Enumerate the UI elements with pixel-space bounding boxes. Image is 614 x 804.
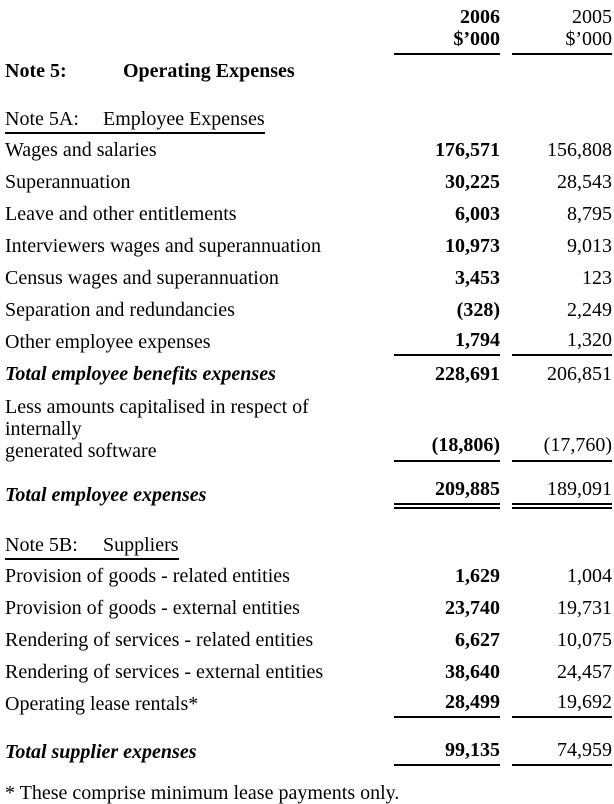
table-row-wages: Wages and salaries 176,571 156,808	[5, 132, 612, 164]
value-2006: 23,740	[445, 597, 500, 619]
value-2006: 38,640	[445, 661, 500, 683]
value-2005: (17,760)	[512, 396, 612, 462]
year-2005-header: 2005	[572, 6, 612, 28]
row-label: Provision of goods - related entities	[5, 565, 290, 587]
value-2005: 2,249	[567, 299, 612, 321]
table-row-goods-external: Provision of goods - external entities 2…	[5, 590, 612, 622]
note5a-heading: Note 5A: Employee Expenses	[5, 108, 612, 134]
value-2006: 6,627	[455, 629, 500, 651]
note5b-underlined-text: Note 5B: Suppliers	[5, 534, 179, 560]
value-2005: 19,692	[512, 686, 612, 718]
value-2005: 24,457	[557, 661, 612, 683]
total-supplier-expenses-row: Total supplier expenses 99,135 74,959	[5, 736, 612, 766]
value-2005: 9,013	[567, 235, 612, 257]
value-2006: 6,003	[455, 203, 500, 225]
column-year-header-row: 2006 2005	[5, 6, 612, 28]
total-label: Total employee expenses	[5, 484, 207, 506]
unit-2006-header: $’000	[394, 28, 500, 55]
row-label: Less amounts capitalised in respect of i…	[5, 396, 382, 462]
value-2006: (328)	[456, 299, 500, 321]
table-row-operating-lease: Operating lease rentals* 28,499 19,692	[5, 686, 612, 718]
row-label-line1: Less amounts capitalised in respect of i…	[5, 396, 309, 440]
value-2005: 1,320	[512, 324, 612, 356]
table-row-goods-related: Provision of goods - related entities 1,…	[5, 558, 612, 590]
value-2005: 1,004	[567, 565, 612, 587]
value-2005: 156,808	[547, 139, 612, 161]
value-2006: 228,691	[435, 363, 500, 385]
note5-label: Note 5:	[5, 60, 67, 82]
value-2006: 1,629	[455, 565, 500, 587]
table-row-other-employee: Other employee expenses 1,794 1,320	[5, 324, 612, 356]
value-2006: 1,794	[394, 324, 500, 356]
value-2006: (18,806)	[394, 396, 500, 462]
table-row-services-related: Rendering of services - related entities…	[5, 622, 612, 654]
row-label: Leave and other entitlements	[5, 203, 237, 225]
row-label: Wages and salaries	[5, 139, 157, 161]
value-2006: 176,571	[435, 139, 500, 161]
value-2006: 3,453	[455, 267, 500, 289]
note5a-label: Note 5A:	[5, 108, 79, 130]
row-label: Operating lease rentals*	[5, 693, 199, 715]
table-row-census: Census wages and superannuation 3,453 12…	[5, 260, 612, 292]
note5a-title: Employee Expenses	[103, 108, 265, 130]
value-2005: 19,731	[557, 597, 612, 619]
table-row-interviewers: Interviewers wages and superannuation 10…	[5, 228, 612, 260]
row-label: Provision of goods - external entities	[5, 597, 300, 619]
note5a-underlined-text: Note 5A: Employee Expenses	[5, 108, 265, 134]
table-row-services-external: Rendering of services - external entitie…	[5, 654, 612, 686]
value-2005: 189,091	[512, 478, 612, 509]
row-label-line2: generated software	[5, 440, 157, 462]
row-label: Interviewers wages and superannuation	[5, 235, 321, 257]
value-2005: 28,543	[557, 171, 612, 193]
value-2005: 8,795	[567, 203, 612, 225]
value-2006: 30,225	[445, 171, 500, 193]
unit-2005-header: $’000	[512, 28, 612, 55]
table-row-separation: Separation and redundancies (328) 2,249	[5, 292, 612, 324]
value-2005: 74,959	[512, 736, 612, 766]
total-label: Total employee benefits expenses	[5, 363, 276, 385]
row-label: Superannuation	[5, 171, 131, 193]
row-label: Separation and redundancies	[5, 299, 235, 321]
year-2006-header: 2006	[460, 6, 500, 28]
lease-footnote: * These comprise minimum lease payments …	[5, 782, 400, 804]
row-label: Other employee expenses	[5, 331, 211, 353]
note5b-title: Suppliers	[103, 534, 179, 556]
note5-heading: Note 5: Operating Expenses	[5, 60, 612, 82]
value-2005: 206,851	[547, 363, 612, 385]
note5b-label: Note 5B:	[5, 534, 78, 556]
value-2006: 10,973	[445, 235, 500, 257]
value-2006: 28,499	[394, 686, 500, 718]
value-2006: 209,885	[394, 478, 500, 509]
note5b-heading: Note 5B: Suppliers	[5, 534, 612, 560]
row-label: Rendering of services - external entitie…	[5, 661, 324, 683]
total-employee-expenses-row: Total employee expenses 209,885 189,091	[5, 478, 612, 509]
row-label: Census wages and superannuation	[5, 267, 279, 289]
note5-title: Operating Expenses	[123, 60, 295, 82]
table-row-leave: Leave and other entitlements 6,003 8,795	[5, 196, 612, 228]
row-label: Rendering of services - related entities	[5, 629, 314, 651]
value-2005: 123	[582, 267, 612, 289]
capitalised-software-row: Less amounts capitalised in respect of i…	[5, 396, 612, 462]
value-2006: 99,135	[394, 736, 500, 766]
total-label: Total supplier expenses	[5, 741, 197, 763]
total-employee-benefits-row: Total employee benefits expenses 228,691…	[5, 358, 612, 388]
spacer	[5, 28, 382, 55]
value-2005: 10,075	[557, 629, 612, 651]
table-row-superannuation: Superannuation 30,225 28,543	[5, 164, 612, 196]
column-unit-header-row: $’000 $’000	[5, 28, 612, 55]
